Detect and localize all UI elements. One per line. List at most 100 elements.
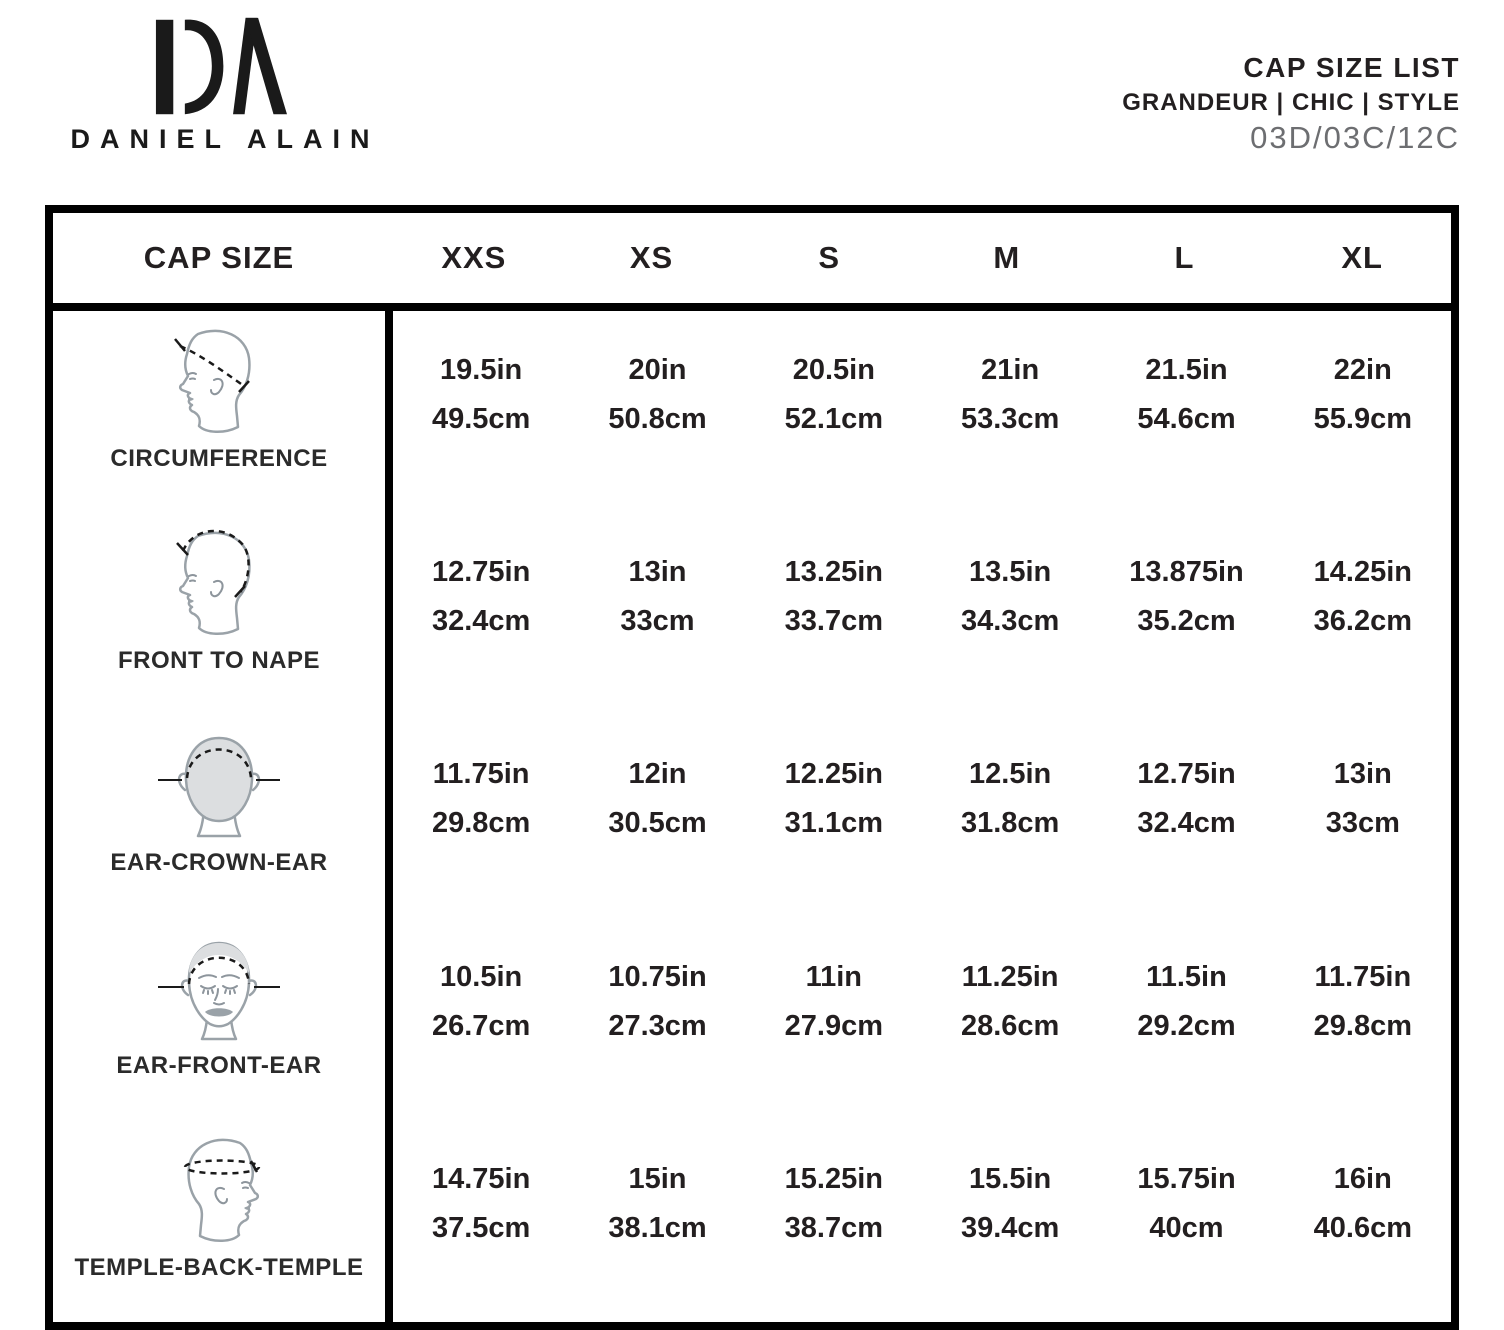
cap-size-table: CAP SIZE XXS XS S M L XL CIRCUMFERENCE 19.5in 49…: [45, 205, 1459, 1330]
value-centimeters: 29.2cm: [1137, 1009, 1236, 1042]
table-header-row: CAP SIZE XXS XS S M L XL: [53, 213, 1451, 311]
value-inches: 13.875in: [1129, 556, 1244, 589]
value-inches: 13in: [1333, 758, 1392, 791]
cell-circumference-m: 21in 53.3cm: [922, 311, 1098, 513]
value-centimeters: 27.9cm: [784, 1009, 883, 1042]
value-centimeters: 32.4cm: [1137, 807, 1236, 840]
cell-ear-crown-ear-s: 12.25in 31.1cm: [746, 715, 922, 917]
value-inches: 15.75in: [1137, 1162, 1236, 1195]
value-inches: 13.25in: [784, 556, 883, 589]
value-centimeters: 29.8cm: [1313, 1009, 1412, 1042]
document-subtitle: GRANDEUR | CHIC | STYLE: [1122, 89, 1460, 117]
value-inches: 16in: [1333, 1162, 1392, 1195]
column-header-cap-size: CAP SIZE: [143, 240, 295, 275]
document-title: CAP SIZE LIST: [1243, 52, 1460, 83]
column-header-xl: XL: [1341, 240, 1383, 275]
value-centimeters: 33cm: [620, 605, 695, 638]
cell-ear-front-ear-s: 11in 27.9cm: [746, 918, 922, 1120]
row-label: EAR-CROWN-EAR: [110, 849, 328, 877]
value-inches: 11in: [805, 960, 863, 993]
table-body: CIRCUMFERENCE 19.5in 49.5cm 20in 50.8cm 20.5i…: [53, 311, 1451, 1322]
temple-back-temple-head-icon: [144, 1128, 294, 1252]
value-centimeters: 26.7cm: [431, 1009, 531, 1042]
cell-front-to-nape-xs: 13in 33cm: [569, 513, 745, 715]
value-centimeters: 35.2cm: [1137, 605, 1236, 638]
value-inches: 22in: [1333, 354, 1392, 386]
column-header-m: M: [993, 240, 1021, 275]
cell-ear-crown-ear-m: 12.5in 31.8cm: [922, 715, 1098, 917]
cell-ear-front-ear-xl: 11.75in 29.8cm: [1275, 918, 1451, 1120]
cell-ear-front-ear-m: 11.25in 28.6cm: [922, 918, 1098, 1120]
value-centimeters: 27.3cm: [608, 1009, 707, 1042]
value-inches: 20in: [628, 354, 687, 386]
value-centimeters: 36.2cm: [1313, 605, 1412, 638]
value-centimeters: 52.1cm: [784, 403, 883, 435]
value-inches: 19.5in: [440, 354, 523, 386]
row-header-circumference: CIRCUMFERENCE: [53, 311, 393, 514]
cell-front-to-nape-xl: 14.25in 36.2cm: [1275, 513, 1451, 715]
cell-front-to-nape-m: 13.5in 34.3cm: [922, 513, 1098, 715]
value-inches: 20.5in: [792, 354, 875, 386]
circumference-head-icon: [144, 319, 294, 443]
value-inches: 13.5in: [969, 556, 1052, 589]
value-inches: 10.75in: [608, 960, 707, 993]
cell-temple-back-temple-l: 15.75in 40cm: [1098, 1120, 1274, 1322]
cell-ear-front-ear-l: 11.5in 29.2cm: [1098, 918, 1274, 1120]
value-centimeters: 37.5cm: [431, 1211, 531, 1244]
cell-front-to-nape-l: 13.875in 35.2cm: [1098, 513, 1274, 715]
cell-front-to-nape-s: 13.25in 33.7cm: [746, 513, 922, 715]
ear-front-ear-head-icon: [144, 926, 294, 1050]
value-inches: 12in: [628, 758, 687, 791]
column-header-l: L: [1174, 240, 1195, 275]
value-centimeters: 53.3cm: [960, 403, 1060, 435]
cell-ear-front-ear-xs: 10.75in 27.3cm: [569, 918, 745, 1120]
value-inches: 11.75in: [1314, 960, 1412, 993]
row-label: EAR-FRONT-EAR: [116, 1051, 322, 1079]
cell-temple-back-temple-s: 15.25in 38.7cm: [746, 1120, 922, 1322]
cell-ear-crown-ear-xxs: 11.75in 29.8cm: [393, 715, 569, 917]
value-centimeters: 40cm: [1149, 1211, 1224, 1244]
value-inches: 13in: [628, 556, 687, 589]
column-header-xs: XS: [629, 240, 674, 275]
value-centimeters: 50.8cm: [608, 403, 707, 435]
value-centimeters: 49.5cm: [431, 403, 531, 435]
front-to-nape-head-icon: [144, 521, 294, 645]
cell-circumference-s: 20.5in 52.1cm: [746, 311, 922, 513]
cell-ear-crown-ear-xl: 13in 33cm: [1275, 715, 1451, 917]
da-monogram-icon: [155, 17, 287, 115]
value-centimeters: 39.4cm: [960, 1211, 1060, 1244]
value-inches: 12.75in: [431, 556, 531, 589]
value-inches: 11.75in: [432, 758, 530, 791]
value-centimeters: 32.4cm: [431, 605, 531, 638]
column-header-xxs: XXS: [441, 240, 507, 275]
value-centimeters: 55.9cm: [1313, 403, 1412, 435]
value-centimeters: 33.7cm: [784, 605, 883, 638]
value-inches: 11.5in: [1146, 960, 1227, 993]
row-header-temple-back-temple: TEMPLE-BACK-TEMPLE: [53, 1119, 393, 1322]
value-inches: 14.75in: [431, 1162, 531, 1195]
value-inches: 12.75in: [1137, 758, 1236, 791]
value-centimeters: 31.8cm: [960, 807, 1060, 840]
cell-ear-crown-ear-xs: 12in 30.5cm: [569, 715, 745, 917]
value-centimeters: 40.6cm: [1313, 1211, 1412, 1244]
row-header-ear-crown-ear: EAR-CROWN-EAR: [53, 715, 393, 918]
value-inches: 15.5in: [969, 1162, 1052, 1195]
brand-logo: DANIEL ALAIN: [50, 14, 390, 155]
cell-front-to-nape-xxs: 12.75in 32.4cm: [393, 513, 569, 715]
value-centimeters: 33cm: [1325, 807, 1400, 840]
value-centimeters: 38.7cm: [784, 1211, 883, 1244]
cell-circumference-xs: 20in 50.8cm: [569, 311, 745, 513]
value-centimeters: 28.6cm: [960, 1009, 1060, 1042]
column-header-s: S: [818, 240, 840, 275]
value-inches: 14.25in: [1313, 556, 1412, 589]
row-label: CIRCUMFERENCE: [110, 445, 328, 472]
value-centimeters: 38.1cm: [608, 1211, 707, 1244]
row-label: TEMPLE-BACK-TEMPLE: [74, 1253, 364, 1281]
cell-temple-back-temple-xs: 15in 38.1cm: [569, 1120, 745, 1322]
cell-circumference-l: 21.5in 54.6cm: [1098, 311, 1274, 513]
cell-ear-crown-ear-l: 12.75in 32.4cm: [1098, 715, 1274, 917]
value-centimeters: 29.8cm: [431, 807, 531, 840]
value-inches: 21in: [981, 354, 1040, 386]
ear-crown-ear-head-icon: [144, 723, 294, 847]
value-centimeters: 31.1cm: [784, 807, 883, 840]
